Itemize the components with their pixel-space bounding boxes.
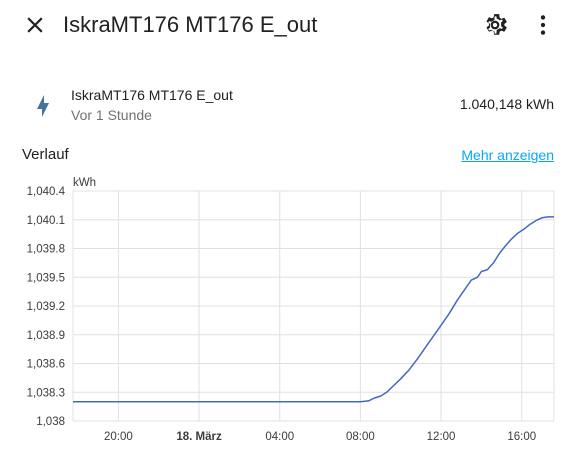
entity-state: 1.040,148 kWh	[459, 96, 554, 112]
y-axis-unit-label: kWh	[73, 177, 96, 189]
close-icon[interactable]	[22, 12, 48, 38]
more-info-link[interactable]: Mehr anzeigen	[461, 147, 554, 163]
gear-icon[interactable]	[482, 12, 508, 38]
entity-name: IskraMT176 MT176 E_out	[71, 87, 233, 103]
y-tick-label: 1,039.5	[27, 272, 65, 284]
y-tick-label: 1,038	[36, 416, 65, 428]
y-tick-label: 1,038.6	[27, 359, 65, 371]
y-tick-label: 1,038.9	[27, 330, 65, 342]
x-tick-label: 20:00	[104, 431, 133, 443]
entity-row[interactable]: IskraMT176 MT176 E_out Vor 1 Stunde 1.04…	[0, 80, 566, 130]
dialog-title: IskraMT176 MT176 E_out	[63, 12, 318, 37]
series-line	[73, 216, 554, 403]
dialog-header: IskraMT176 MT176 E_out	[0, 0, 566, 52]
x-tick-label: 04:00	[265, 431, 294, 443]
x-tick-label: 12:00	[427, 431, 456, 443]
x-tick-label: 18. März	[176, 431, 222, 443]
y-tick-label: 1,038.3	[27, 387, 65, 399]
history-title: Verlauf	[22, 146, 69, 163]
lightning-bolt-icon	[37, 95, 49, 117]
y-tick-label: 1,039.2	[27, 301, 65, 313]
x-tick-label: 16:00	[507, 431, 536, 443]
y-tick-label: 1,040.1	[27, 215, 65, 227]
y-tick-label: 1,039.8	[27, 244, 65, 256]
y-tick-label: 1,040.4	[27, 186, 66, 198]
entity-last-changed: Vor 1 Stunde	[71, 107, 152, 123]
dots-vertical-icon[interactable]	[530, 12, 556, 38]
x-tick-label: 08:00	[346, 431, 375, 443]
